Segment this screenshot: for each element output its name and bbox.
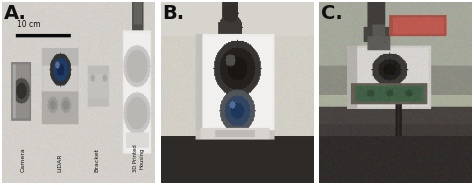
- Text: Bracket: Bracket: [94, 148, 100, 172]
- Text: C.: C.: [321, 4, 343, 23]
- Text: A.: A.: [4, 4, 27, 23]
- Text: LiDAR: LiDAR: [58, 154, 63, 172]
- Text: Camera: Camera: [20, 147, 26, 172]
- Text: 10 cm: 10 cm: [17, 20, 41, 29]
- Text: 3D Printed
Housing: 3D Printed Housing: [133, 144, 144, 172]
- Text: B.: B.: [162, 4, 184, 23]
